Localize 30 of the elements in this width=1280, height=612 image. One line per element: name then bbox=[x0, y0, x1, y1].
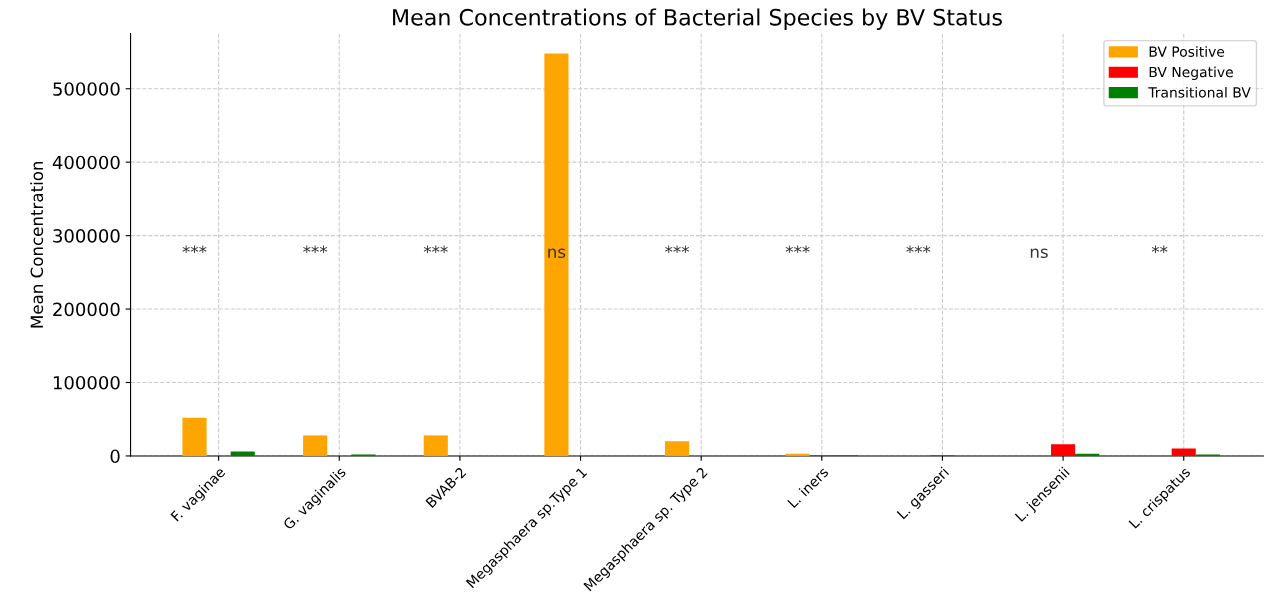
annotation: *** bbox=[182, 245, 207, 254]
annotation: *** bbox=[303, 245, 328, 254]
annotation: ns bbox=[1030, 248, 1048, 259]
annotation: *** bbox=[665, 245, 690, 254]
legend-label: BV Positive bbox=[1149, 46, 1225, 57]
y-tick-label: 0 bbox=[110, 449, 120, 464]
y-tick-label: 200000 bbox=[53, 302, 120, 317]
annotation: ns bbox=[548, 248, 566, 259]
bar bbox=[182, 417, 207, 456]
bar bbox=[303, 435, 328, 456]
bar bbox=[230, 451, 255, 456]
annotation: ** bbox=[1151, 245, 1168, 254]
annotation: *** bbox=[423, 245, 448, 254]
bar bbox=[423, 435, 448, 456]
legend-label: Transitional BV bbox=[1148, 86, 1251, 98]
annotation: *** bbox=[906, 245, 931, 254]
y-tick-label: 500000 bbox=[53, 82, 120, 96]
y-tick-label: 100000 bbox=[53, 375, 120, 390]
bar bbox=[1051, 444, 1076, 456]
annotation: *** bbox=[785, 245, 810, 254]
bar bbox=[1075, 453, 1100, 456]
y-tick-label: 300000 bbox=[53, 229, 120, 243]
bar bbox=[664, 441, 690, 456]
bar bbox=[785, 453, 810, 456]
bar bbox=[1171, 448, 1196, 456]
y-tick-label: 400000 bbox=[52, 155, 120, 170]
y-axis-title: Mean Concentration bbox=[30, 161, 44, 328]
bar bbox=[544, 53, 569, 456]
chart-title: Mean Concentrations of Bacterial Species by BV Status bbox=[393, 8, 1002, 30]
legend-label: BV Negative bbox=[1149, 66, 1233, 80]
